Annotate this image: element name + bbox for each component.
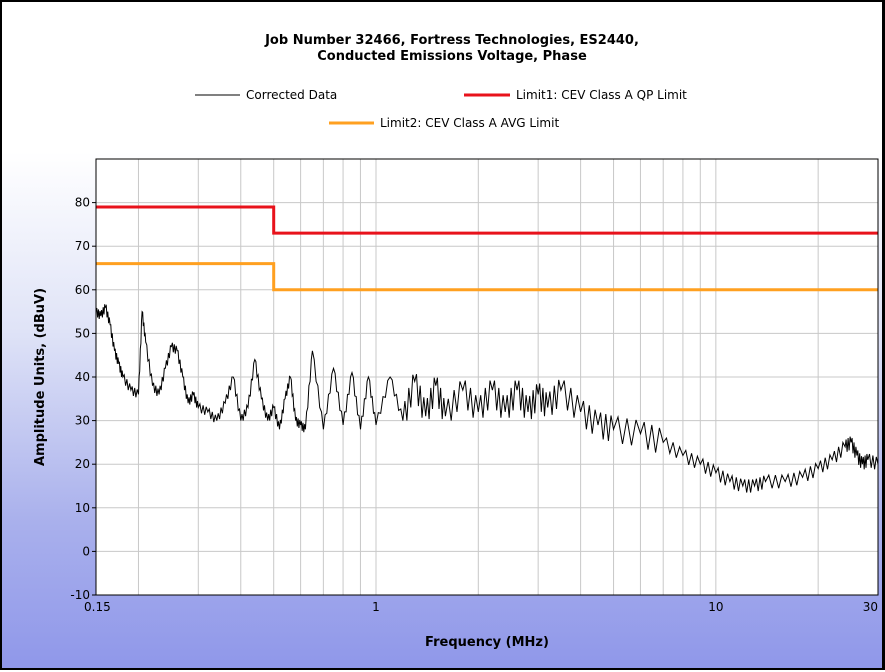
chart-title-line-1: Job Number 32466, Fortress Technologies,… [264,33,639,48]
series-layer [95,205,879,493]
x-axis-label: Frequency (MHz) [425,635,549,650]
x-tick-label: 0.15 [84,600,111,614]
x-tick-label: 30 [863,600,878,614]
series-limit1 [96,205,878,235]
x-tick-label: 10 [708,600,723,614]
x-axis-ticks: 0.15 1 10 30 [84,600,878,614]
y-tick-label: 80 [75,196,90,210]
y-tick-label: 30 [75,414,90,428]
x-tick-label: 1 [372,600,380,614]
series-limit2 [96,262,878,292]
series-corrected-data [95,304,879,493]
y-tick-label: 50 [75,326,90,340]
legend-label-limit2: Limit2: CEV Class A AVG Limit [380,116,559,130]
y-tick-label: 10 [75,501,90,515]
chart-legend: Corrected Data Limit1: CEV Class A QP Li… [195,88,687,130]
chart-title-line-2: Conducted Emissions Voltage, Phase [317,49,587,64]
y-tick-label: 70 [75,239,90,253]
y-axis-label: Amplitude Units, (dBuV) [33,288,48,466]
y-tick-label: 40 [75,370,90,384]
y-axis-ticks: 80 70 60 50 40 30 20 10 0 -10 [70,196,96,602]
legend-label-limit1: Limit1: CEV Class A QP Limit [516,88,687,102]
legend-label-corrected-data: Corrected Data [246,88,337,102]
chart-title: Job Number 32466, Fortress Technologies,… [264,33,639,64]
y-tick-label: 20 [75,457,90,471]
y-tick-label: 0 [82,544,90,558]
y-tick-label: 60 [75,283,90,297]
y-tick-label: -10 [70,588,90,602]
